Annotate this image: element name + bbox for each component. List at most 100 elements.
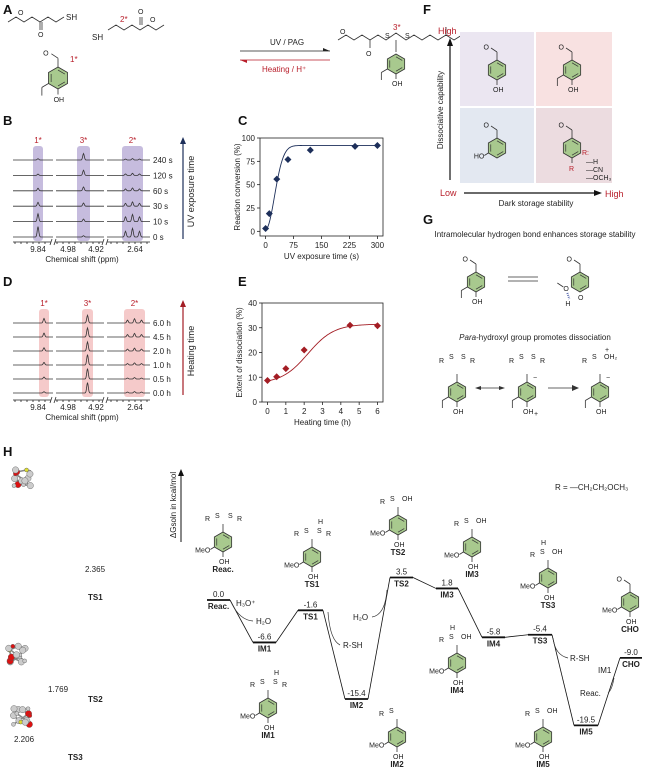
annotation-rsh1: R-SH xyxy=(343,641,363,650)
r-group: R xyxy=(470,358,475,365)
hydroxyl-label: OH xyxy=(54,97,65,104)
tick-label: 4.98 xyxy=(60,245,76,254)
r-option-och3: —OCH₃ xyxy=(586,175,612,182)
curved-arrow xyxy=(327,611,341,646)
spectrum-trace xyxy=(13,173,53,176)
thiol-label: SH xyxy=(92,33,103,42)
y-tick-label: 100 xyxy=(242,134,256,143)
annotation-h2o_in: H₂O xyxy=(353,613,368,622)
hydroxyl-label: OH xyxy=(523,409,534,416)
data-point xyxy=(351,142,359,150)
level-name: TS3 xyxy=(533,637,548,646)
3-hydroxybenzaldehyde: O HO xyxy=(474,123,507,161)
sulfur-label: S xyxy=(449,354,454,361)
time-label: 10 s xyxy=(153,218,168,227)
hydroxyl-label: OH xyxy=(264,725,275,732)
sulfur-label: S xyxy=(449,634,454,641)
tick-label: 9.84 xyxy=(30,245,46,254)
hydroxyl-label: OH xyxy=(308,574,319,581)
r-group: R xyxy=(205,516,210,523)
arrow-label: UV exposure time xyxy=(186,156,196,228)
x-tick-label: 0 xyxy=(265,407,270,416)
spectrum-trace xyxy=(13,158,53,161)
sulfur-label: S xyxy=(464,518,469,525)
spectrum-trace xyxy=(56,152,104,161)
hydrogen-bond xyxy=(566,292,571,300)
highlight-region xyxy=(39,309,49,397)
bond-distance: 1.769 xyxy=(48,685,69,694)
spectrum-trace xyxy=(13,332,53,338)
sulfur-label: S xyxy=(592,354,597,361)
curved-arrow xyxy=(552,637,569,659)
energy-value: -6.6 xyxy=(258,632,272,641)
annotation-h2o_out: H₂O xyxy=(256,617,271,626)
annotation-h3o: H₃O⁺ xyxy=(236,599,255,608)
peak-mark: 2* xyxy=(131,299,139,308)
benzene-ring xyxy=(462,536,482,558)
tick-label: 2.64 xyxy=(127,245,143,254)
y-tick-label: 75 xyxy=(246,157,255,166)
panel-h-energy-profile: ΔGsoln in kcal/mol R = —CH₂CH₂OCH₃ TS1 2.… xyxy=(5,466,642,769)
methoxy-label: MeO xyxy=(515,743,531,750)
r-group: R xyxy=(294,531,299,538)
hydroxyl-label: OH xyxy=(392,81,403,88)
r-option-cn: —CN xyxy=(586,167,603,174)
benzene-ring xyxy=(538,567,558,589)
energy-value: 1.8 xyxy=(441,578,453,587)
structure-name: IM5 xyxy=(536,760,550,769)
bond xyxy=(623,579,631,585)
spectrum-trace xyxy=(56,340,104,352)
bond xyxy=(105,238,109,246)
dft-structure-ts1: TS1 2.365 xyxy=(11,466,106,602)
energy-value: -15.4 xyxy=(347,689,366,698)
sulfur-label: S xyxy=(304,528,309,535)
structure-im2: OH MeO IM2 R S xyxy=(369,708,407,769)
pathway-connector xyxy=(275,610,299,643)
y-high-label: High xyxy=(438,26,457,36)
y-axis-label: Extent of dissociation (%) xyxy=(235,307,244,398)
level-name: IM5 xyxy=(579,727,593,736)
x-axis-label: UV exposure time (s) xyxy=(284,252,359,261)
g-title-hydrogen-bond: Intramolecular hydrogen bond enhances st… xyxy=(434,230,635,239)
benzene-ring xyxy=(388,514,408,536)
r-group: R xyxy=(439,358,444,365)
benzene-ring xyxy=(387,726,407,748)
curved-arrow xyxy=(371,589,388,618)
bond xyxy=(49,396,53,404)
r-definition: R = —CH₂CH₂OCH₃ xyxy=(555,483,628,492)
methoxy-label: MeO xyxy=(602,608,618,615)
bond xyxy=(459,551,464,555)
hydroxyl-label: OH xyxy=(394,542,405,549)
highlight-region xyxy=(33,146,43,241)
bond xyxy=(53,238,57,246)
ring: OH MeO xyxy=(369,719,407,761)
time-label: 0 s xyxy=(153,233,164,242)
mark-1-star: 1* xyxy=(70,55,78,64)
time-label: 0.0 h xyxy=(153,389,171,398)
spectrum-trace xyxy=(13,201,53,207)
energy-value: -9.0 xyxy=(624,648,638,657)
panel-label-b: B xyxy=(3,113,12,128)
r-group: R xyxy=(454,521,459,528)
bond-distance: 2.206 xyxy=(14,735,35,744)
data-point xyxy=(265,210,273,218)
aldehyde-oxygen: O xyxy=(559,123,565,130)
x-tick-label: 1 xyxy=(284,407,289,416)
spectrum-trace xyxy=(107,362,150,366)
r-group: R xyxy=(250,682,255,689)
forward-arrowhead xyxy=(323,48,330,51)
vanillin: O OH xyxy=(460,257,486,306)
dithioacetal-resonance-2: OH xyxy=(511,374,537,416)
hydroxyl-label: OH xyxy=(472,299,483,306)
spectrum-trace xyxy=(56,354,104,366)
aldehyde-oxygen: O xyxy=(567,257,573,264)
r-option-h: —H xyxy=(586,159,598,166)
peak-mark: 1* xyxy=(40,299,48,308)
aldehyde-oxygen: O xyxy=(463,257,469,264)
tick-label: 4.92 xyxy=(88,245,104,254)
4-hydroxybenzaldehyde: O OH xyxy=(484,45,507,94)
bond xyxy=(461,286,468,291)
hydroxyl-label: OH xyxy=(453,409,464,416)
pathway-connector xyxy=(551,634,575,726)
